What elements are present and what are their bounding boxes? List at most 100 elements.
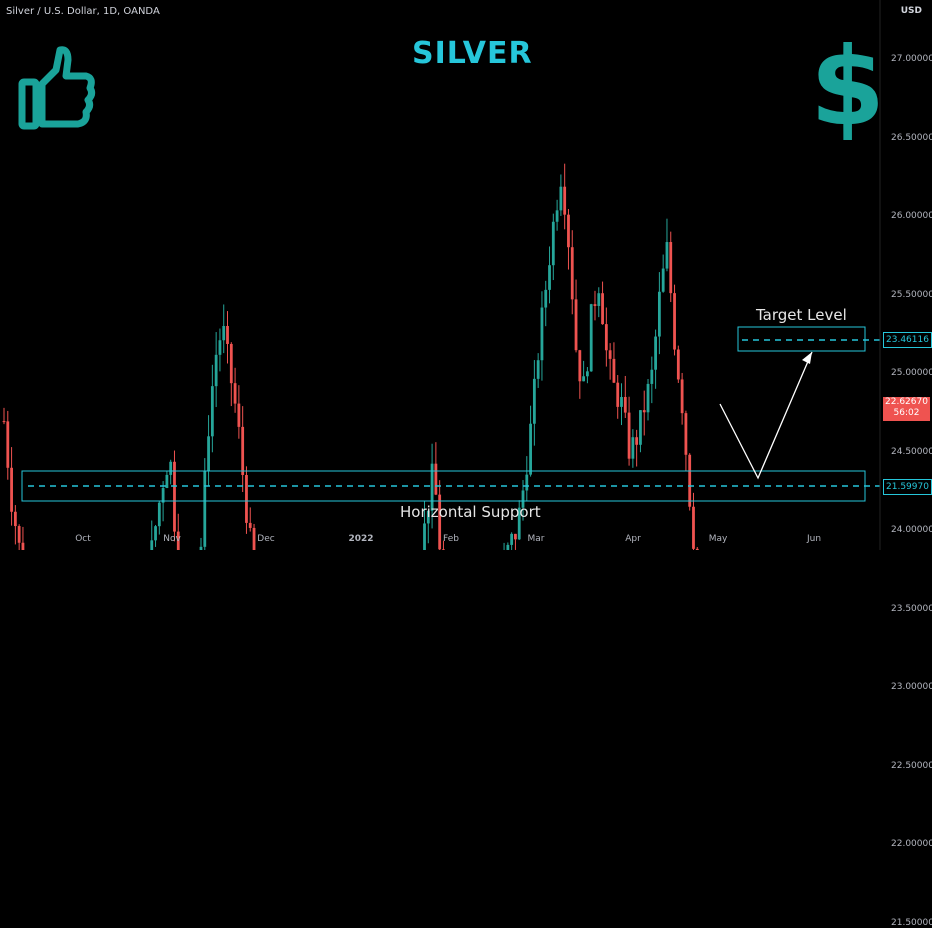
price-chart[interactable] [0,0,932,550]
candle-body [13,511,17,527]
target-zone [737,326,866,352]
candle-body [551,221,555,266]
candle-body [684,413,688,455]
candle-body [506,544,510,550]
candle-body [207,436,210,471]
candle-body [601,293,604,325]
candle-body [248,522,252,528]
candle-body [423,523,426,550]
candle-body [525,474,529,491]
y-tick-label: 23.00000 [891,682,932,692]
support-zone [21,470,866,502]
x-tick-label: May [708,534,728,544]
y-tick-label: 25.00000 [891,368,932,378]
candle-body [161,488,165,503]
candle-body [692,506,695,549]
symbol-header: Silver / U.S. Dollar, 1D, OANDA [6,6,160,17]
target-level-label: Target Level [756,306,847,324]
y-tick-label: 24.50000 [891,446,932,457]
candle-body [203,470,207,547]
x-tick-label: Dec [257,534,275,544]
candle-body [654,336,657,370]
candle-body [589,304,593,372]
candle-body [514,533,517,540]
candle-body [229,343,233,384]
candle-body [226,326,229,344]
support-price-label: 21.59970 [883,479,932,495]
candle-body [669,242,673,294]
candle-body [620,397,623,407]
candle-body [532,378,536,424]
candle-body [237,403,241,427]
x-tick-label: Apr [625,534,641,544]
candle-body [536,360,540,379]
candle-body [548,265,551,290]
candle-body [521,490,525,508]
candles [2,163,699,550]
candle-body [616,382,620,407]
x-tick-label: Nov [163,534,181,544]
candle-body [176,531,180,550]
candle-body [150,540,154,550]
y-tick-label: 21.50000 [891,917,932,928]
candle-body [21,542,25,550]
thumbs-up-icon [18,46,96,130]
x-tick-label: Jun [806,534,822,544]
candle-body [540,307,544,361]
bar-countdown: 56:02 [893,408,920,418]
candle-body [646,383,650,413]
candle-body [165,474,169,489]
candle-body [612,358,616,383]
y-tick-label: 26.00000 [891,211,932,221]
candle-body [631,437,635,459]
candle-body [173,461,176,532]
candle-body [597,293,601,306]
horizontal-support-label: Horizontal Support [400,503,541,521]
candle-body [555,210,559,222]
y-tick-label: 25.50000 [891,289,932,300]
candle-body [574,299,578,351]
candle-body [210,386,214,437]
current-price-label: 22.62670 56:02 [883,397,930,421]
projection-arrowhead [802,352,812,364]
target-price-label: 23.46116 [883,332,932,348]
candle-body [695,548,699,550]
candle-body [688,454,692,507]
candle-body [567,214,570,248]
candle-body [680,379,684,414]
y-tick-label: 23.50000 [891,603,932,614]
candle-body [510,533,514,545]
candle-body [570,247,574,300]
candle-body [233,383,237,404]
candle-body [169,461,173,475]
x-tick-label: Feb [443,534,459,544]
candle-body [650,369,654,384]
candle-body [10,467,13,512]
chart-title-annotation: SILVER [412,36,533,71]
candle-body [676,349,680,380]
candle-body [245,475,248,523]
currency-label: USD [900,6,922,16]
dollar-sign-icon: $ [810,25,886,150]
candle-body [582,376,586,382]
y-tick-label: 27.00000 [891,54,932,64]
candle-body [2,421,6,423]
x-tick-label: Oct [75,534,91,544]
candle-body [593,304,597,306]
candle-body [661,268,665,292]
candle-body [608,350,612,359]
candle-body [426,510,430,524]
candle-body [563,186,567,215]
y-tick-label: 22.00000 [891,839,932,849]
y-tick-label: 22.50000 [891,760,932,771]
candle-body [635,437,639,445]
candle-body [586,371,589,377]
candle-body [199,546,203,550]
candle-body [214,354,218,387]
y-tick-label: 26.50000 [891,132,932,143]
y-tick-label: 24.00000 [891,525,932,535]
candle-body [438,494,442,550]
candle-body [434,463,438,495]
candle-body [623,397,627,413]
candle-body [252,527,256,550]
